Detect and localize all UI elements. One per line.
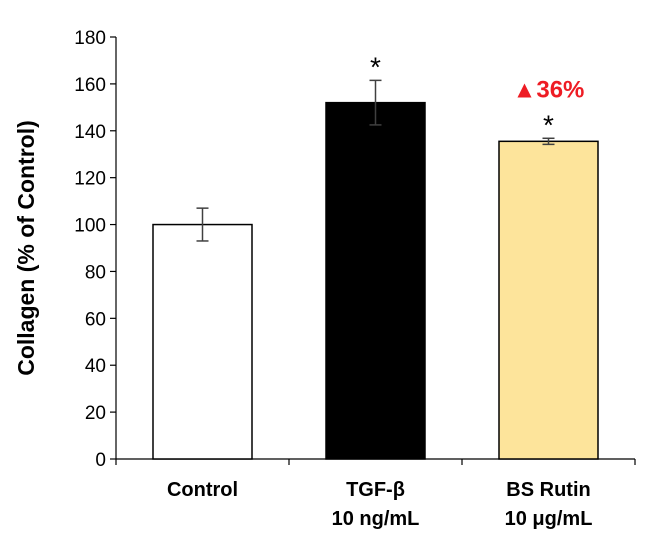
y-tick-label: 140	[74, 122, 106, 143]
y-tick-label: 0	[95, 450, 106, 471]
significance-marker: *	[370, 51, 381, 82]
y-tick-label: 120	[74, 169, 106, 190]
x-tick-label-line2: 10 μg/mL	[505, 508, 593, 530]
x-tick-label-line2: 10 ng/mL	[332, 508, 420, 530]
y-tick-label: 160	[74, 75, 106, 96]
bar	[325, 101, 426, 460]
bars	[152, 79, 599, 460]
y-tick-label: 80	[85, 262, 106, 283]
y-axis-label: Collagen (% of Control)	[13, 120, 39, 376]
x-tick-label: BS Rutin	[506, 479, 590, 501]
bar	[498, 140, 599, 460]
y-tick-label: 100	[74, 216, 106, 237]
x-tick-label: TGF-β	[346, 479, 405, 501]
y-tick-label: 180	[74, 28, 106, 49]
bar	[152, 223, 253, 460]
labels: 0 20 40 60 80 100 120 140 160 180 Control * TGF-β 10 …	[74, 28, 592, 530]
significance-marker: *	[543, 109, 554, 140]
y-tick-label: 60	[85, 309, 106, 330]
y-tick-label: 40	[85, 356, 106, 377]
y-tick-label: 20	[85, 403, 106, 424]
x-tick-label: Control	[167, 479, 238, 501]
percent-increase-annotation: ▲36%	[513, 76, 585, 103]
